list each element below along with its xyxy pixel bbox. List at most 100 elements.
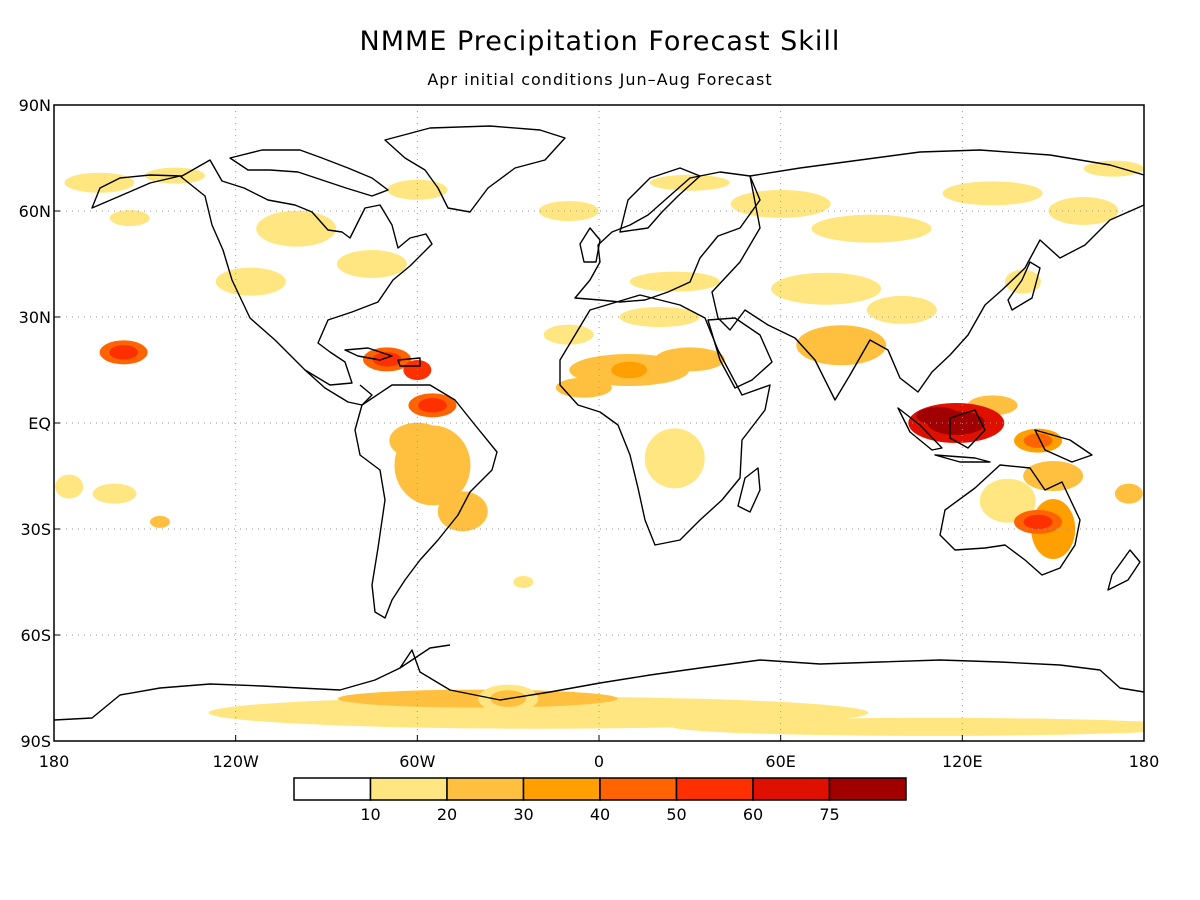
colorbar-label: 30 [513,805,533,824]
skill-patch-extratropics-11 [1083,160,1144,177]
longitude-labels: 180 120W 60W 0 60E 120E 180 [39,735,1160,771]
coast-asia [711,149,1144,401]
skill-patch-tropics-18 [513,576,534,588]
skill-patch-extratropics-13 [215,267,286,296]
colorbar-swatch [828,777,907,801]
colorbar-swatch [293,777,372,801]
colorbar-swatch [599,777,678,801]
lon-label: 180 [39,752,70,771]
lat-label: 90S [20,732,51,751]
latitude-labels: 90N 60N 30N EQ 30S 60S 90S [19,96,60,751]
colorbar-label: 50 [666,805,686,824]
skill-patch-tropics-11 [55,474,84,499]
skill-patch-extratropics-7 [730,189,831,218]
skill-patch-extratropics-0 [64,172,135,193]
skill-patch-antarctica-band [208,696,869,729]
skill-patch-antarctica-inner [337,689,618,708]
skill-patch-tropics-1 [654,347,725,372]
colorbar: 10 20 30 40 50 60 75 [293,777,907,824]
skill-patch-extratropics-4 [109,210,150,227]
skill-patch-tropics-5 [437,491,488,532]
skill-patch-tropics-16 [1114,483,1143,504]
skill-patch-tropics-2 [555,377,612,398]
colorbar-swatch [675,777,754,801]
coast-new-zealand [1107,549,1141,591]
lat-label: 60N [19,202,51,221]
coast-central-america [304,369,373,406]
coast-antarctica [54,649,1144,721]
lon-label: 120W [212,752,259,771]
map-subtitle: Apr initial conditions Jun–Aug Forecast [427,70,773,89]
skill-patch-tropics-8 [619,307,700,327]
colorbar-label: 20 [437,805,457,824]
lat-label: 60S [20,626,51,645]
coast-new-guinea [1034,429,1093,463]
coast-hispaniola [397,357,421,367]
skill-region-core-6 [611,361,648,379]
colorbar-label: 10 [360,805,380,824]
lat-label: EQ [28,414,51,433]
coast-borneo [949,409,986,449]
skill-patch-tropics-3 [644,428,705,489]
colorbar-swatch [522,777,601,801]
skill-patch-extratropics-16 [866,295,937,324]
coast-antarctic-peninsula [399,644,451,669]
coast-africa [559,294,771,546]
lon-label: 60E [765,752,795,771]
coast-arabia [707,317,773,389]
colorbar-swatch [752,777,831,801]
coast-japan [1007,261,1041,311]
skill-patch-extratropics-17 [1004,269,1041,294]
skill-patch-extratropics-2 [256,210,337,247]
skill-patch-extratropics-14 [629,271,720,292]
lon-label: 0 [594,752,604,771]
coast-south-america [354,384,498,619]
lon-label: 60W [399,752,435,771]
gridlines [54,105,1144,741]
skill-patch-extratropics-15 [771,272,882,305]
lon-label: 180 [1129,752,1160,771]
skill-patch-extratropics-5 [538,201,599,221]
skill-patch-tropics-9 [543,324,594,345]
coastlines [54,125,1144,721]
colorbar-swatch [446,777,525,801]
coast-cuba [344,347,393,361]
skill-patch-extratropics-8 [811,214,932,243]
skill-patch-tropics-12 [149,515,170,528]
coast-britain [579,227,601,263]
skill-shading-layer [55,160,1144,736]
coast-greenland [384,125,566,213]
skill-patch-extratropics-3 [336,250,407,278]
skill-patch-caribbean-east [403,360,432,380]
lat-label: 90N [19,96,51,115]
coast-north-america [91,159,433,386]
skill-patch-maritime-strongest [916,406,961,425]
skill-patch-tropics-10 [92,483,137,504]
skill-patch-tropics-7 [796,325,887,366]
skill-region-core-4 [1023,433,1053,448]
colorbar-label: 75 [819,805,839,824]
skill-region-core-2 [418,398,447,413]
coast-madagascar [737,467,761,513]
coast-java [934,454,991,463]
map-title: NMME Precipitation Forecast Skill [359,26,841,57]
skill-region-core-3 [1023,514,1053,530]
lon-label: 120E [942,752,983,771]
coast-arctic-islands [229,149,389,197]
lat-label: 30N [19,308,51,327]
skill-patch-extratropics-9 [942,181,1043,206]
coast-scandinavia [619,167,701,233]
skill-patch-tropics-14 [979,478,1036,523]
skill-patch-extratropics-10 [1048,197,1119,225]
colorbar-swatch [369,777,448,801]
skill-patch-extratropics-6 [649,174,730,191]
skill-patch-antarctica-band-east [672,717,1144,736]
lat-label: 30S [20,520,51,539]
skill-region-core-5 [109,345,139,360]
skill-region-core-1 [372,352,402,367]
colorbar-label: 40 [590,805,610,824]
colorbar-label: 60 [743,805,763,824]
skill-patch-tropics-15 [1023,461,1084,491]
skill-patch-tropics-6 [389,422,446,459]
